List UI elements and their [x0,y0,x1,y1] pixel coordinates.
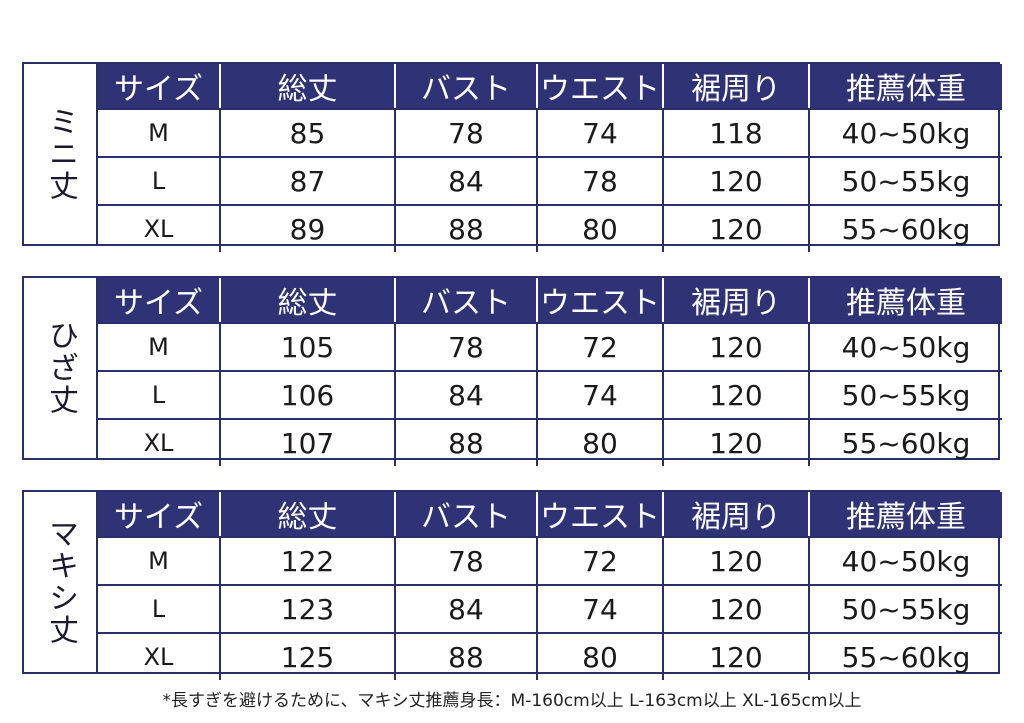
length-label-cell: ひざ丈 [24,278,98,458]
cell-bust: 84 [394,370,538,420]
size-table-maxi: マキシ丈 サイズ 総丈 バスト ウエスト 裾周り 推薦体重 M 122 78 7… [22,490,1002,680]
header-row: サイズ 総丈 バスト ウエスト 裾周り 推薦体重 [98,492,1002,538]
cell-bust: 84 [394,156,538,206]
cell-hem: 118 [662,108,810,158]
size-table: サイズ 総丈 バスト ウエスト 裾周り 推薦体重 M 105 78 72 120… [98,278,1002,466]
cell-size: M [98,536,221,586]
cell-bust: 88 [394,204,538,252]
length-label: マキシ丈 [43,518,78,646]
length-label: ミニ丈 [43,106,78,202]
header-hem: 裾周り [662,278,810,324]
table-row: XL 125 88 80 120 55~60kg [98,632,1002,680]
cell-hem: 120 [662,322,810,372]
cell-total-length: 87 [219,156,396,206]
header-row: サイズ 総丈 バスト ウエスト 裾周り 推薦体重 [98,278,1002,324]
cell-hem: 120 [662,156,810,206]
cell-size: XL [98,632,221,680]
header-weight: 推薦体重 [808,64,1002,110]
header-hem: 裾周り [662,492,810,538]
length-label-cell: ミニ丈 [24,64,98,244]
cell-bust: 78 [394,536,538,586]
cell-bust: 88 [394,418,538,466]
header-size: サイズ [98,64,221,110]
cell-weight: 55~60kg [808,204,1002,252]
cell-hem: 120 [662,536,810,586]
cell-size: L [98,370,221,420]
cell-total-length: 107 [219,418,396,466]
cell-total-length: 122 [219,536,396,586]
cell-weight: 50~55kg [808,584,1002,634]
cell-hem: 120 [662,632,810,680]
footnote: *長すぎを避けるために、マキシ丈推薦身長：M-160cm以上 L-163cm以上… [162,691,862,711]
cell-hem: 120 [662,418,810,466]
header-bust: バスト [394,278,538,324]
cell-size: L [98,584,221,634]
cell-waist: 72 [536,322,664,372]
cell-bust: 84 [394,584,538,634]
cell-hem: 120 [662,584,810,634]
cell-size: M [98,322,221,372]
table-row: L 87 84 78 120 50~55kg [98,156,1002,206]
size-table: サイズ 総丈 バスト ウエスト 裾周り 推薦体重 M 122 78 72 120… [98,492,1002,680]
cell-size: XL [98,204,221,252]
header-size: サイズ [98,278,221,324]
size-table-knee: ひざ丈 サイズ 総丈 バスト ウエスト 裾周り 推薦体重 M 105 78 72… [22,276,1002,466]
header-row: サイズ 総丈 バスト ウエスト 裾周り 推薦体重 [98,64,1002,110]
table-row: L 123 84 74 120 50~55kg [98,584,1002,634]
cell-bust: 78 [394,108,538,158]
header-waist: ウエスト [536,492,664,538]
cell-weight: 50~55kg [808,370,1002,420]
header-weight: 推薦体重 [808,278,1002,324]
size-table-mini: ミニ丈 サイズ 総丈 バスト ウエスト 裾周り 推薦体重 M 85 78 74 … [22,62,1002,252]
cell-weight: 55~60kg [808,418,1002,466]
cell-weight: 40~50kg [808,108,1002,158]
header-hem: 裾周り [662,64,810,110]
table-row: XL 107 88 80 120 55~60kg [98,418,1002,466]
cell-weight: 55~60kg [808,632,1002,680]
header-total-length: 総丈 [219,64,396,110]
header-bust: バスト [394,492,538,538]
table-row: M 105 78 72 120 40~50kg [98,322,1002,372]
table-row: L 106 84 74 120 50~55kg [98,370,1002,420]
cell-hem: 120 [662,370,810,420]
cell-weight: 50~55kg [808,156,1002,206]
cell-total-length: 123 [219,584,396,634]
cell-size: L [98,156,221,206]
length-label-cell: マキシ丈 [24,492,98,672]
header-waist: ウエスト [536,278,664,324]
cell-waist: 80 [536,632,664,680]
cell-waist: 74 [536,370,664,420]
cell-waist: 80 [536,418,664,466]
cell-waist: 74 [536,108,664,158]
cell-total-length: 85 [219,108,396,158]
table-row: M 85 78 74 118 40~50kg [98,108,1002,158]
cell-size: M [98,108,221,158]
cell-waist: 72 [536,536,664,586]
table-row: M 122 78 72 120 40~50kg [98,536,1002,586]
cell-waist: 74 [536,584,664,634]
cell-waist: 80 [536,204,664,252]
cell-total-length: 106 [219,370,396,420]
cell-waist: 78 [536,156,664,206]
header-total-length: 総丈 [219,492,396,538]
cell-weight: 40~50kg [808,536,1002,586]
cell-total-length: 105 [219,322,396,372]
cell-hem: 120 [662,204,810,252]
length-label: ひざ丈 [43,320,78,416]
cell-bust: 88 [394,632,538,680]
header-total-length: 総丈 [219,278,396,324]
cell-bust: 78 [394,322,538,372]
cell-size: XL [98,418,221,466]
cell-total-length: 89 [219,204,396,252]
table-row: XL 89 88 80 120 55~60kg [98,204,1002,252]
cell-weight: 40~50kg [808,322,1002,372]
cell-total-length: 125 [219,632,396,680]
header-weight: 推薦体重 [808,492,1002,538]
header-bust: バスト [394,64,538,110]
header-waist: ウエスト [536,64,664,110]
header-size: サイズ [98,492,221,538]
size-table: サイズ 総丈 バスト ウエスト 裾周り 推薦体重 M 85 78 74 118 … [98,64,1002,252]
